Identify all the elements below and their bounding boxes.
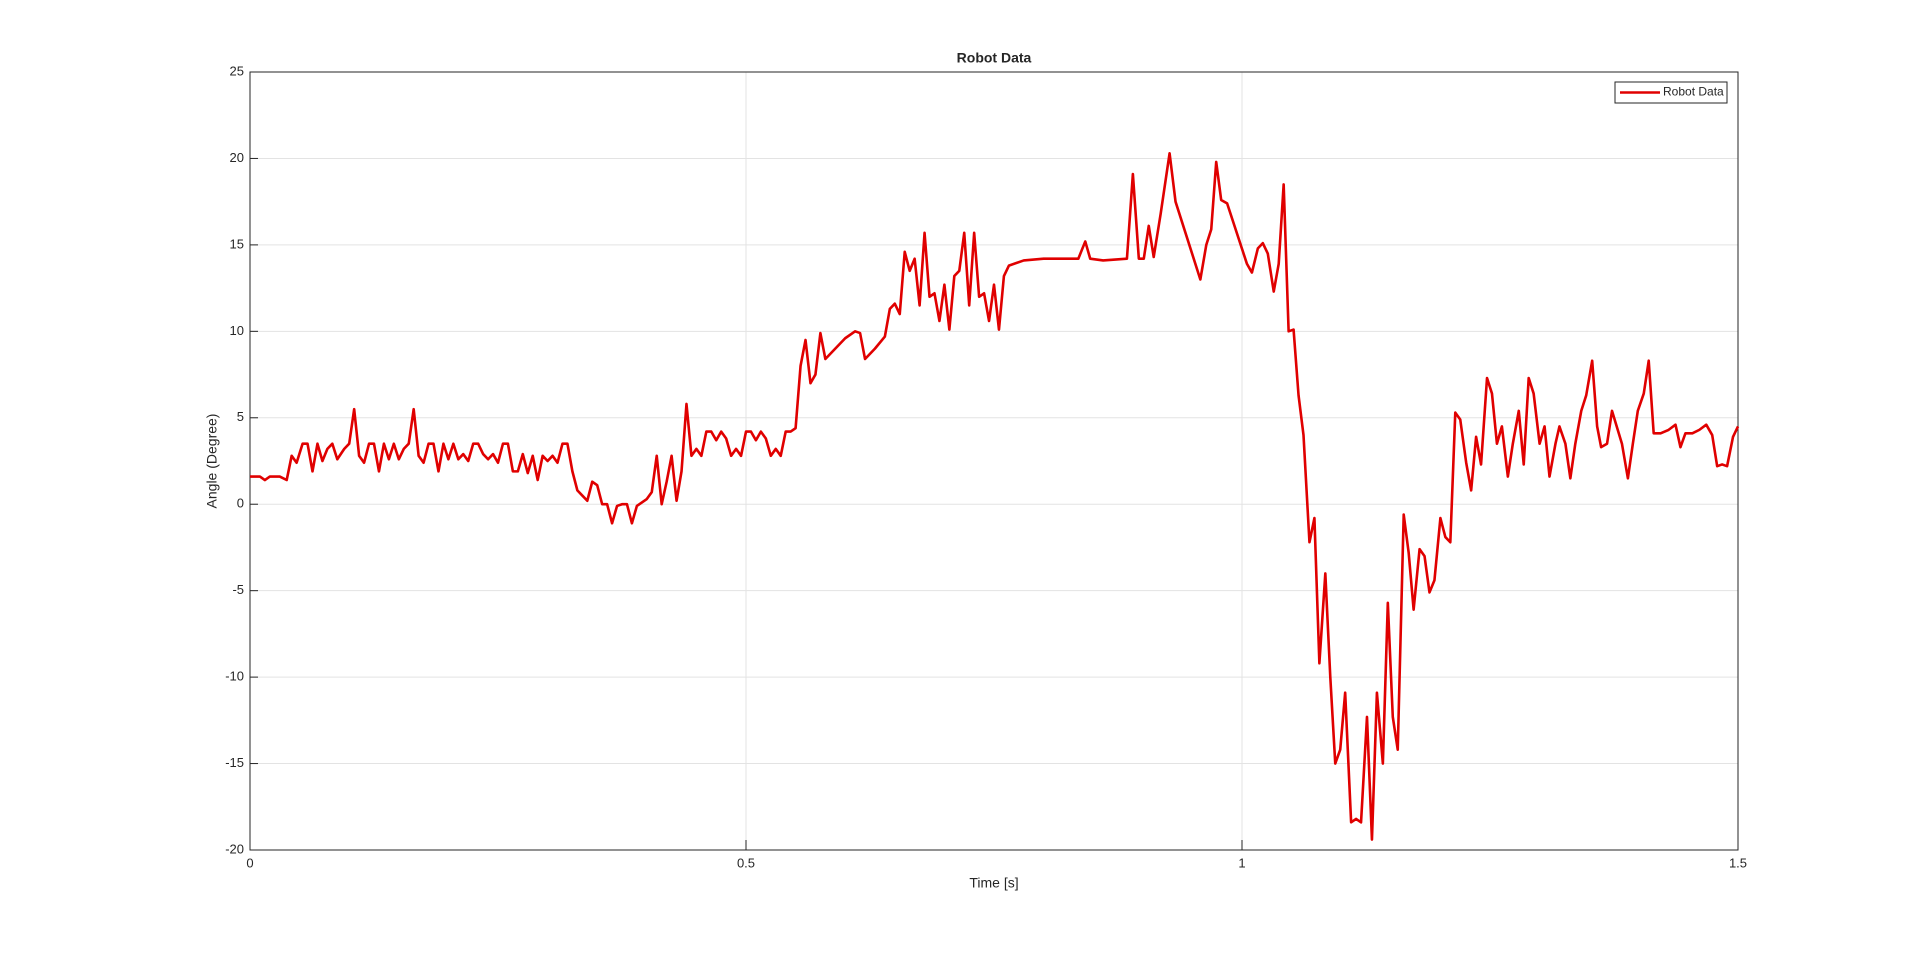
x-tick-label: 0	[246, 855, 253, 870]
y-tick-label: 10	[230, 323, 244, 338]
x-tick-label: 1.5	[1729, 855, 1747, 870]
y-tick-label: -10	[225, 669, 244, 684]
legend-box	[1614, 81, 1728, 104]
plot-frame	[249, 71, 1739, 851]
y-tick-label: 20	[230, 150, 244, 165]
x-tick-label: 1	[1238, 855, 1245, 870]
chart-title: Robot Data	[957, 50, 1032, 66]
y-axis-label: Angle (Degree)	[204, 414, 220, 509]
y-tick-label: 0	[237, 496, 244, 511]
y-tick-label: 5	[237, 409, 244, 424]
x-axis-label: Time [s]	[969, 875, 1018, 891]
y-tick-label: 25	[230, 63, 244, 78]
data-line	[250, 151, 1740, 841]
legend-label: Robot Data	[1663, 85, 1724, 99]
x-tick-label: 0.5	[737, 855, 755, 870]
y-tick-label: 15	[230, 236, 244, 251]
y-tick-label: -15	[225, 755, 244, 770]
y-tick-label: -5	[232, 582, 244, 597]
y-tick-label: -20	[225, 841, 244, 856]
